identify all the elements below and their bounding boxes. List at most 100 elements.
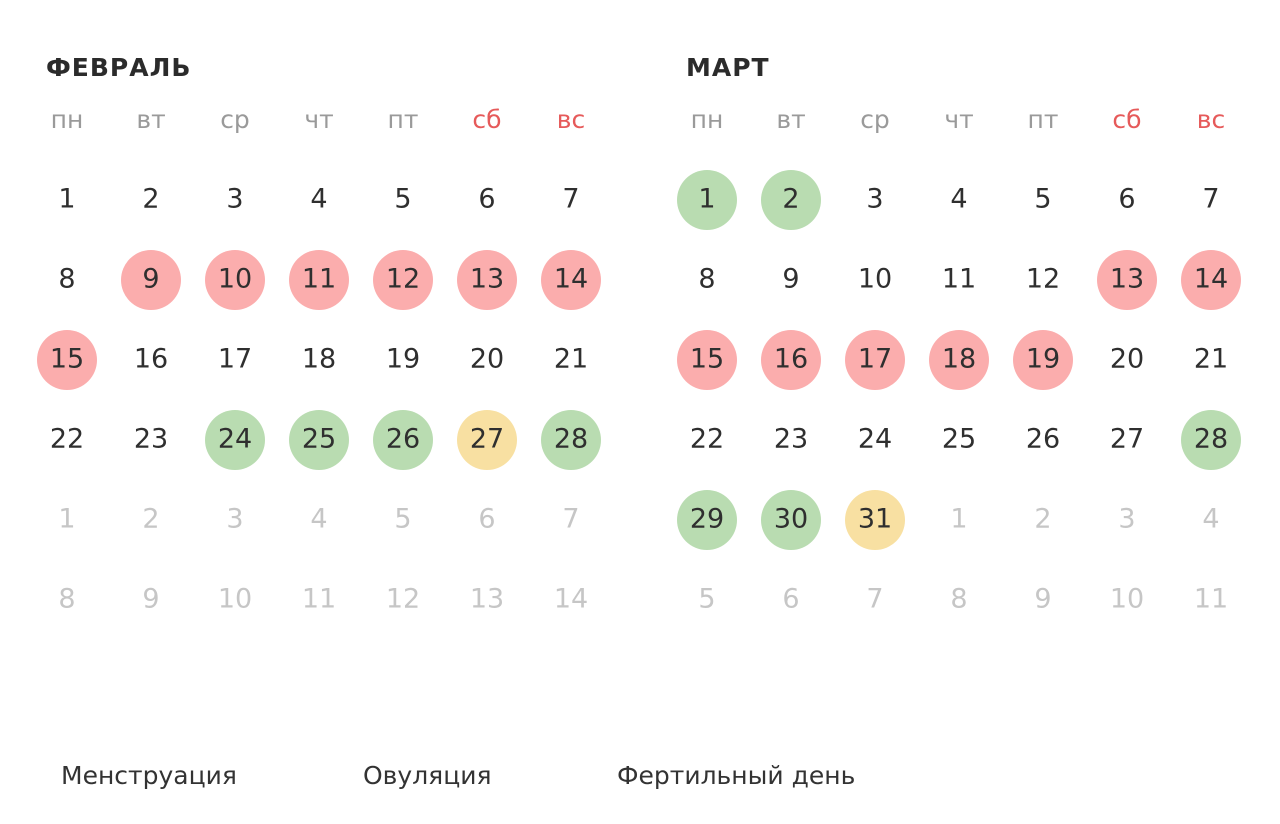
day: 16 — [134, 344, 168, 375]
day: 4 — [1202, 504, 1219, 535]
day: 2 — [142, 504, 159, 535]
day: 14 — [554, 264, 588, 295]
day-highlight — [1013, 330, 1073, 390]
day: 11 — [302, 584, 336, 615]
weekday: пн — [51, 105, 84, 134]
day-highlight — [929, 330, 989, 390]
legend-label: Менструация — [61, 761, 237, 790]
day-highlight — [845, 490, 905, 550]
day: 1 — [698, 184, 715, 215]
day-highlight — [289, 410, 349, 470]
day: 6 — [1118, 184, 1135, 215]
day-highlight — [1181, 250, 1241, 310]
day: 22 — [690, 424, 724, 455]
weekday: сб — [472, 105, 501, 134]
day: 23 — [774, 424, 808, 455]
day: 13 — [1110, 264, 1144, 295]
day-highlight — [677, 170, 737, 230]
day: 26 — [1026, 424, 1060, 455]
day: 1 — [950, 504, 967, 535]
day: 28 — [554, 424, 588, 455]
day: 14 — [1194, 264, 1228, 295]
day-highlight — [845, 330, 905, 390]
weekday: пт — [388, 105, 419, 134]
weekday: пт — [1028, 105, 1059, 134]
day-highlight — [677, 330, 737, 390]
day: 25 — [942, 424, 976, 455]
day: 6 — [478, 184, 495, 215]
day: 2 — [142, 184, 159, 215]
day: 9 — [142, 584, 159, 615]
day: 22 — [50, 424, 84, 455]
weekday: вс — [1197, 105, 1225, 134]
day: 8 — [950, 584, 967, 615]
day: 5 — [394, 504, 411, 535]
day: 3 — [866, 184, 883, 215]
weekday: ср — [860, 105, 890, 134]
day: 24 — [858, 424, 892, 455]
day: 10 — [858, 264, 892, 295]
day: 17 — [218, 344, 252, 375]
month-title: ФЕВРАЛЬ — [46, 53, 191, 82]
day-highlight — [373, 250, 433, 310]
day: 18 — [302, 344, 336, 375]
day: 20 — [1110, 344, 1144, 375]
day: 8 — [58, 264, 75, 295]
day: 12 — [386, 584, 420, 615]
day-highlight — [1181, 410, 1241, 470]
day-highlight — [677, 490, 737, 550]
day: 13 — [470, 264, 504, 295]
day: 7 — [562, 184, 579, 215]
day: 4 — [310, 504, 327, 535]
weekday: вт — [776, 105, 805, 134]
day-highlight — [205, 410, 265, 470]
day: 10 — [218, 264, 252, 295]
day: 11 — [302, 264, 336, 295]
day: 19 — [386, 344, 420, 375]
day-highlight — [457, 410, 517, 470]
day: 4 — [950, 184, 967, 215]
legend-label: Фертильный день — [617, 761, 855, 790]
weekday: чт — [304, 105, 333, 134]
day: 20 — [470, 344, 504, 375]
day: 10 — [1110, 584, 1144, 615]
day-highlight — [121, 250, 181, 310]
day: 17 — [858, 344, 892, 375]
day: 30 — [774, 504, 808, 535]
day: 15 — [690, 344, 724, 375]
day: 19 — [1026, 344, 1060, 375]
day: 9 — [142, 264, 159, 295]
day-highlight — [761, 170, 821, 230]
day-highlight — [541, 410, 601, 470]
day: 4 — [310, 184, 327, 215]
day: 25 — [302, 424, 336, 455]
day: 18 — [942, 344, 976, 375]
day: 28 — [1194, 424, 1228, 455]
day: 16 — [774, 344, 808, 375]
day: 7 — [562, 504, 579, 535]
day: 9 — [782, 264, 799, 295]
month-title: МАРТ — [686, 53, 770, 82]
day: 1 — [58, 504, 75, 535]
day-highlight — [541, 250, 601, 310]
day: 2 — [1034, 504, 1051, 535]
day-highlight — [761, 330, 821, 390]
weekday: ср — [220, 105, 250, 134]
day: 21 — [554, 344, 588, 375]
day: 27 — [1110, 424, 1144, 455]
day: 6 — [782, 584, 799, 615]
day-highlight — [373, 410, 433, 470]
day: 5 — [698, 584, 715, 615]
day: 24 — [218, 424, 252, 455]
day: 1 — [58, 184, 75, 215]
day-highlight — [1097, 250, 1157, 310]
day: 7 — [866, 584, 883, 615]
day: 12 — [386, 264, 420, 295]
day: 12 — [1026, 264, 1060, 295]
day: 6 — [478, 504, 495, 535]
day-highlight — [457, 250, 517, 310]
day: 8 — [58, 584, 75, 615]
day: 11 — [942, 264, 976, 295]
day: 10 — [218, 584, 252, 615]
